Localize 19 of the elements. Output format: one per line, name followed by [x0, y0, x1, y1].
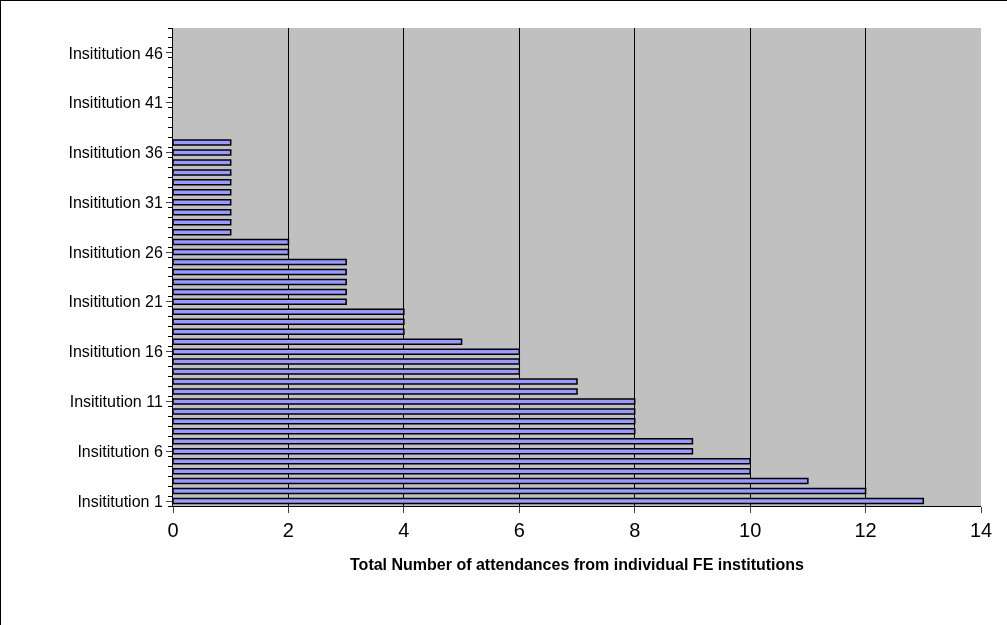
y-tick-label: Insititution 26: [68, 243, 163, 261]
y-tick-label: Insititution 1: [77, 492, 163, 510]
x-tick-label: 12: [854, 519, 877, 541]
y-tick-label: Insititution 11: [69, 393, 163, 411]
x-tick-label: 0: [167, 519, 179, 541]
y-tick-label: Insititution 16: [68, 343, 163, 361]
x-axis-title: Total Number of attendances from individual FE institutions: [350, 555, 805, 573]
y-tick-label: Insititution 46: [68, 44, 163, 62]
y-tick-label: Insititution 6: [77, 442, 163, 460]
y-tick-label: Insititution 31: [68, 193, 163, 211]
x-tick-label: 8: [629, 519, 641, 541]
x-tick-label: 14: [969, 519, 993, 541]
y-tick-label: Insititution 41: [68, 94, 163, 112]
y-tick-label: Insititution 21: [68, 293, 163, 311]
x-tick-label: 2: [282, 519, 294, 541]
y-tick-label: Insititution 36: [68, 144, 163, 162]
x-tick-label: 6: [513, 519, 525, 541]
x-tick-label: 10: [739, 519, 762, 541]
x-tick-label: 4: [398, 519, 410, 541]
